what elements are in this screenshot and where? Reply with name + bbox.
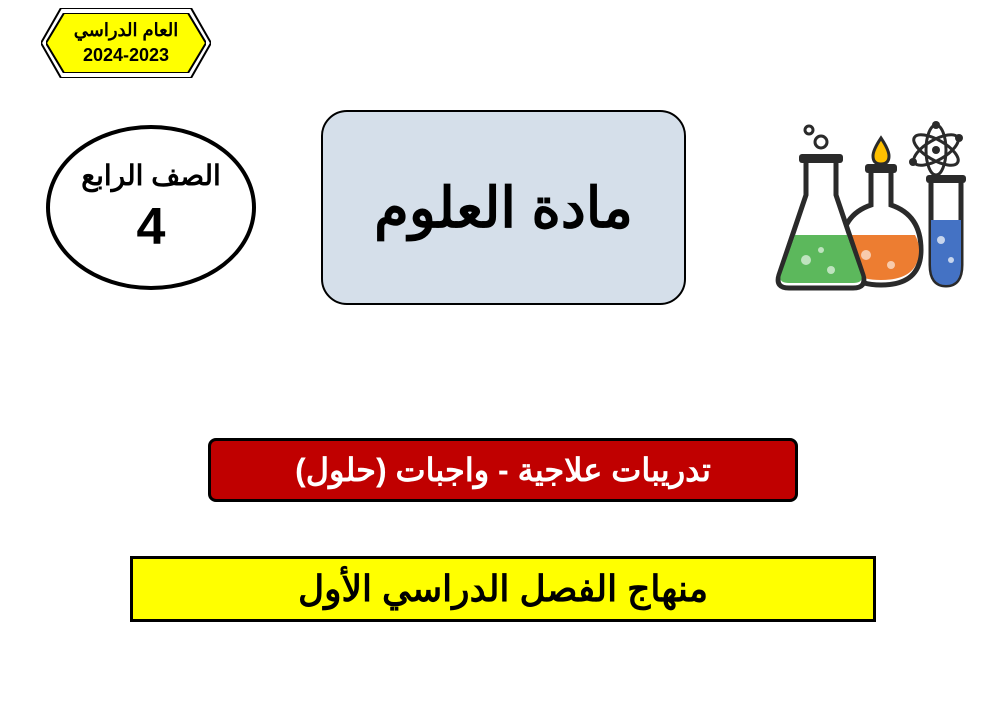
conical-flask-icon: [778, 126, 864, 288]
year-badge: العام الدراسي 2024-2023: [41, 8, 211, 78]
yellow-banner-text: منهاج الفصل الدراسي الأول: [298, 568, 708, 610]
grade-label: الصف الرابع: [81, 159, 221, 192]
year-label: العام الدراسي: [74, 18, 179, 43]
yellow-banner: منهاج الفصل الدراسي الأول: [130, 556, 876, 622]
subject-box: مادة العلوم: [321, 110, 686, 305]
grade-ellipse: الصف الرابع 4: [46, 125, 256, 290]
atom-icon: [909, 121, 963, 175]
test-tube-icon: [926, 175, 966, 285]
grade-number: 4: [137, 197, 166, 257]
red-banner: تدريبات علاجية - واجبات (حلول): [208, 438, 798, 502]
red-banner-text: تدريبات علاجية - واجبات (حلول): [295, 451, 711, 489]
year-badge-text: العام الدراسي 2024-2023: [74, 18, 179, 68]
subject-title: مادة العلوم: [374, 175, 633, 241]
science-icon: [771, 120, 971, 295]
year-value: 2024-2023: [74, 43, 179, 68]
